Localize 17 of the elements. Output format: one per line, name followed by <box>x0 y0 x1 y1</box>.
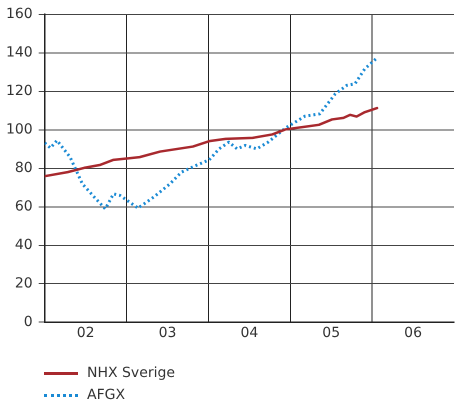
x-tick-label: 02 <box>76 325 95 342</box>
x-tick-label: 06 <box>404 325 422 342</box>
legend-label: AFGX <box>87 387 126 403</box>
y-tick-label: 20 <box>14 275 33 292</box>
y-tick-label: 100 <box>6 121 33 138</box>
line-series <box>44 56 379 210</box>
x-tick-label: 03 <box>158 325 176 342</box>
y-tick-label: 0 <box>24 314 33 330</box>
x-tick-label: 05 <box>322 325 340 342</box>
legend-label: NHX Sverige <box>87 365 175 381</box>
y-tick-label: 80 <box>14 160 33 176</box>
x-tick-label: 04 <box>240 325 258 342</box>
y-tick-label: 120 <box>6 82 33 99</box>
y-tick-label: 140 <box>6 44 33 61</box>
y-tick-label: 40 <box>14 236 33 253</box>
y-tick-label: 160 <box>6 6 33 22</box>
y-tick-label: 60 <box>14 198 33 214</box>
